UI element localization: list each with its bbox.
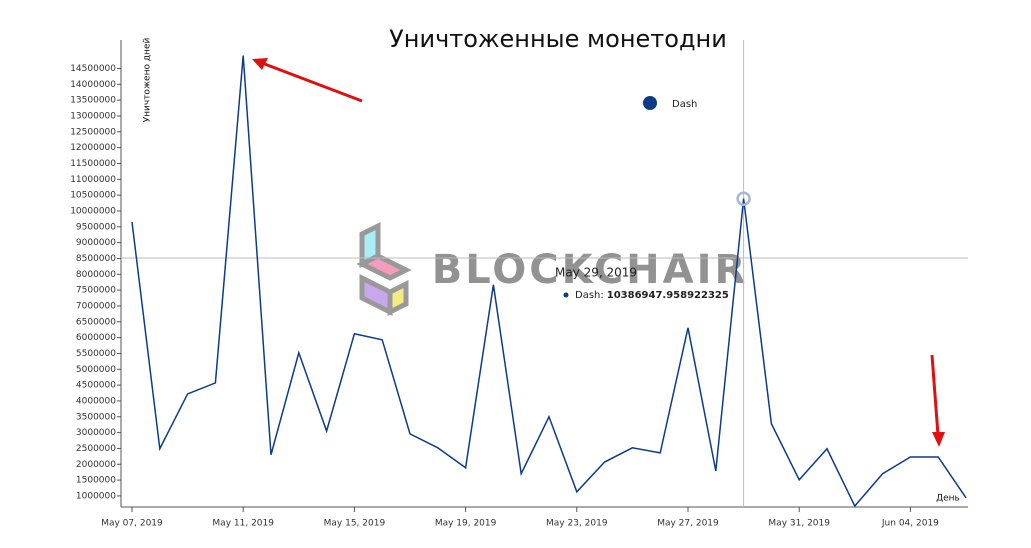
- chart-title: Уничтоженные монетодни: [389, 25, 727, 53]
- arrow-annotation: [252, 58, 945, 447]
- y-tick-label: 3000000: [76, 428, 116, 438]
- y-tick-label: 1000000: [76, 491, 116, 501]
- y-tick-label: 4000000: [76, 396, 116, 406]
- y-tick-label: 10000000: [70, 206, 116, 216]
- x-tick-label: May 27, 2019: [657, 519, 719, 529]
- y-tick-label: 8500000: [76, 254, 116, 264]
- y-tick-label: 9500000: [76, 222, 116, 232]
- y-tick-label: 14500000: [70, 64, 116, 74]
- y-tick-label: 3500000: [76, 412, 116, 422]
- y-tick-label: 6000000: [76, 333, 116, 343]
- y-tick-label: 10500000: [70, 191, 116, 201]
- data-line: [131, 55, 967, 508]
- legend-marker: [643, 96, 657, 110]
- x-tick-label: Jun 04, 2019: [881, 519, 939, 529]
- y-tick-label: 12000000: [70, 143, 116, 153]
- y-tick-label: 5500000: [76, 349, 116, 359]
- y-tick-label: 2500000: [76, 444, 116, 454]
- legend-label: Dash: [672, 99, 697, 110]
- tooltip-marker: [563, 292, 569, 298]
- y-tick-label: 11000000: [70, 175, 116, 185]
- y-tick-label: 11500000: [70, 159, 116, 169]
- x-tick-label: May 11, 2019: [212, 519, 274, 529]
- x-tick-label: May 07, 2019: [101, 519, 163, 529]
- watermark-logo: [356, 221, 412, 317]
- y-tick-label: 13500000: [70, 96, 116, 106]
- tooltip-value: 10386947.958922325: [607, 290, 729, 301]
- y-tick-label: 5000000: [76, 365, 116, 375]
- y-tick-label: 13000000: [70, 111, 116, 121]
- tooltip-label: Dash: 10386947.958922325: [575, 290, 729, 301]
- y-tick-label: 4500000: [76, 381, 116, 391]
- y-tick-label: 1500000: [76, 476, 116, 486]
- x-axis-label: День: [936, 494, 960, 504]
- tooltip-series: Dash:: [575, 290, 604, 301]
- y-tick-label: 2000000: [76, 460, 116, 470]
- y-tick-label: 6500000: [76, 317, 116, 327]
- y-tick-label: 7500000: [76, 286, 116, 296]
- tooltip-date: May 29, 2019: [555, 266, 637, 280]
- y-tick-label: 14000000: [70, 80, 116, 90]
- watermark: BLOCKCHAIR: [432, 247, 749, 293]
- x-tick-label: May 15, 2019: [324, 519, 386, 529]
- x-tick-label: May 31, 2019: [768, 519, 830, 529]
- y-tick-label: 8000000: [76, 270, 116, 280]
- x-tick-label: May 23, 2019: [546, 519, 608, 529]
- x-tick-label: May 19, 2019: [435, 519, 497, 529]
- y-tick-label: 9000000: [76, 238, 116, 248]
- hover-marker: [736, 191, 751, 206]
- y-tick-label: 12500000: [70, 127, 116, 137]
- y-axis-label: Уничтожено дней: [143, 38, 153, 123]
- y-tick-label: 7000000: [76, 301, 116, 311]
